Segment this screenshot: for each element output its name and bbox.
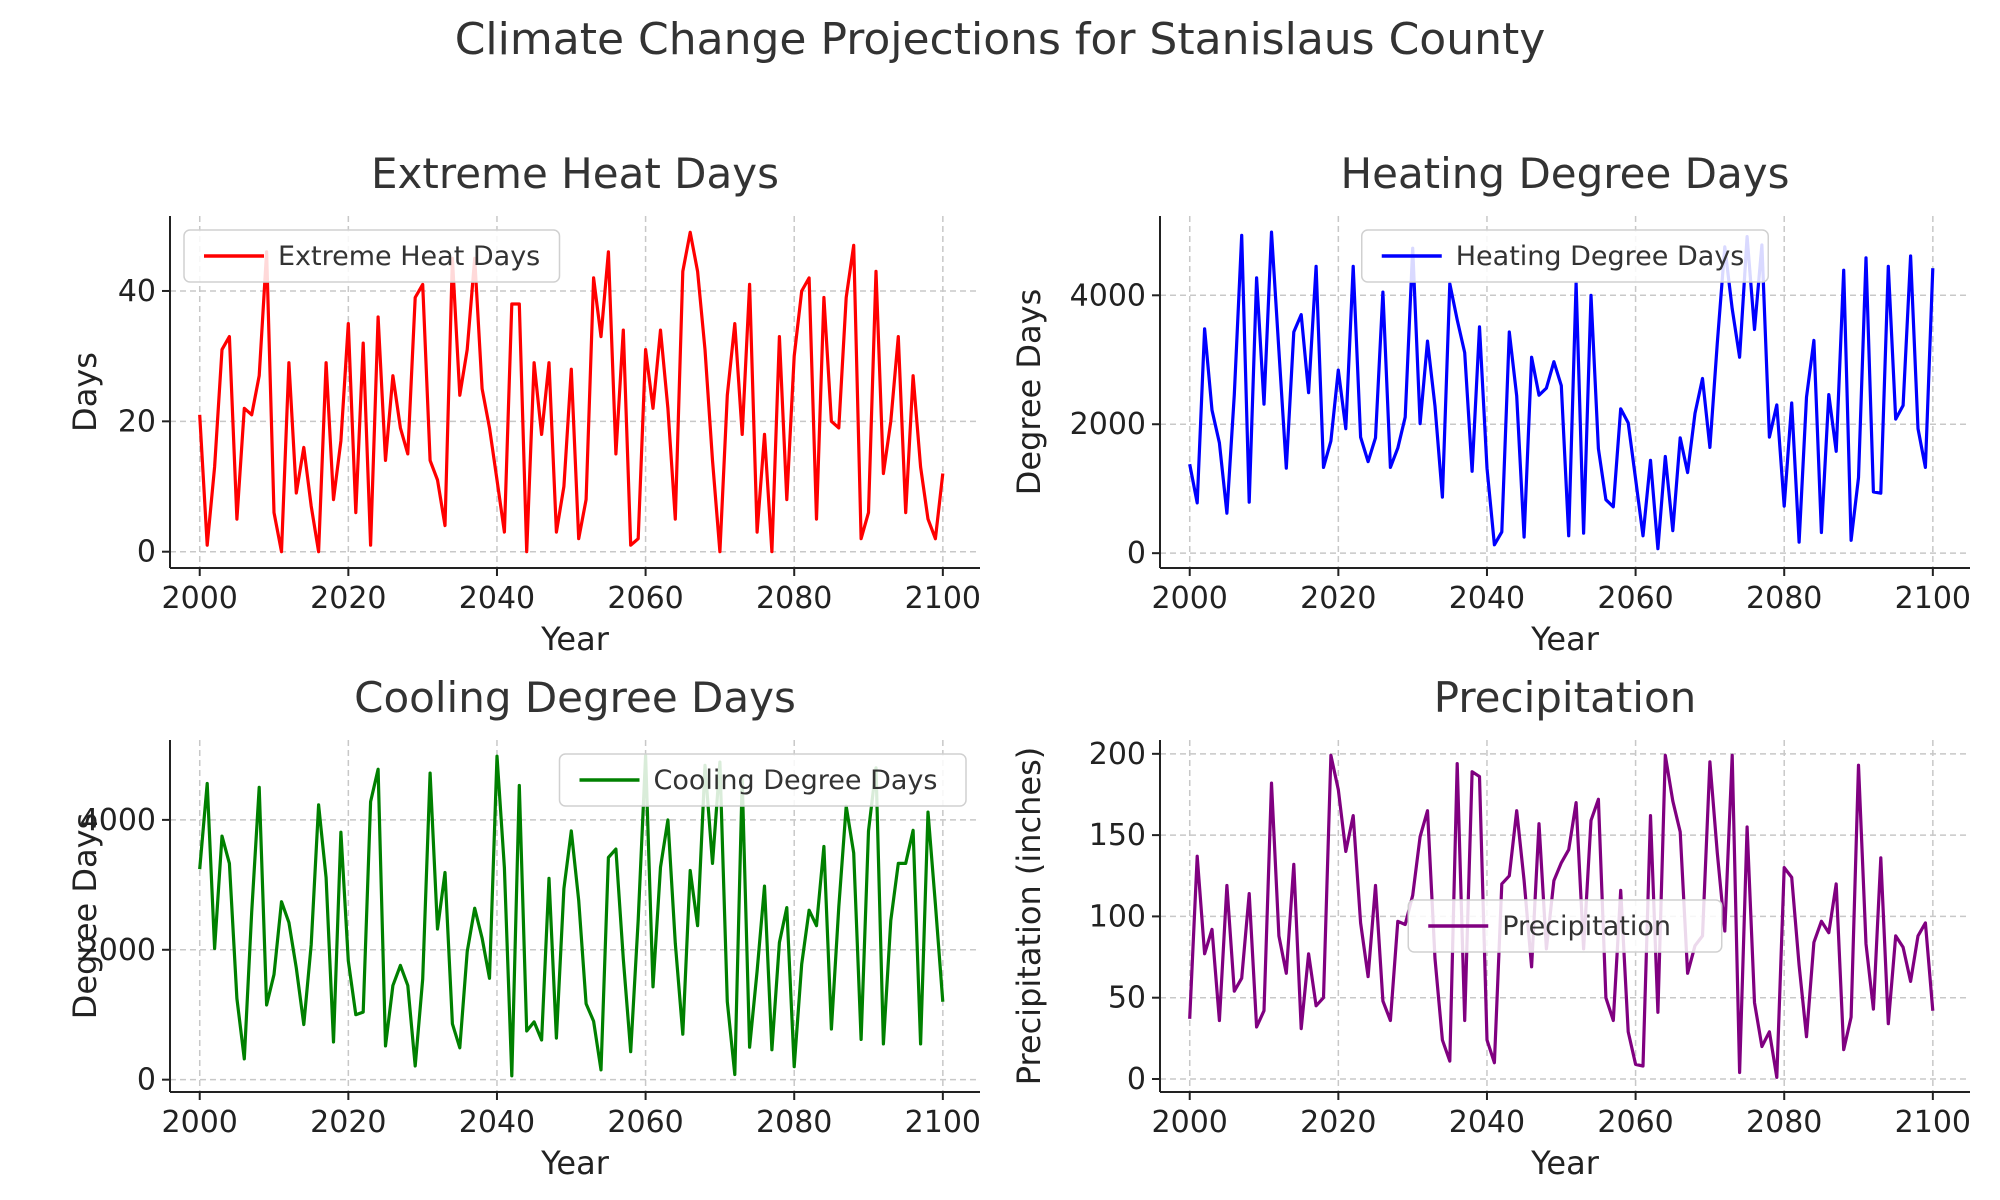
chart-3-legend-label: Cooling Degree Days <box>654 765 938 796</box>
chart-1-y-tick-label: 0 <box>137 535 156 570</box>
chart-2-x-label: Year <box>1530 620 1600 658</box>
chart-4-x-label: Year <box>1530 1144 1600 1182</box>
chart-2-x-tick-label: 2040 <box>1449 581 1525 616</box>
chart-1-y-tick-label: 20 <box>118 404 156 439</box>
chart-2-y-tick-label: 2000 <box>1070 407 1146 442</box>
chart-3-x-label: Year <box>540 1144 610 1182</box>
chart-2-y-tick-label: 4000 <box>1070 278 1146 313</box>
chart-2-x-tick-label: 2000 <box>1152 581 1228 616</box>
chart-4-y-tick-label: 100 <box>1089 899 1146 934</box>
chart-4-x-tick-label: 2060 <box>1597 1105 1673 1140</box>
chart-2-x-tick-label: 2080 <box>1746 581 1822 616</box>
chart-4-x-tick-label: 2080 <box>1746 1105 1822 1140</box>
chart-1-legend: Extreme Heat Days <box>183 229 561 283</box>
chart-3-x-tick-label: 2060 <box>607 1105 683 1140</box>
chart-1-x-tick-label: 2040 <box>459 581 535 616</box>
chart-1-y-label: Days <box>66 352 104 432</box>
chart-3-x-tick-label: 2040 <box>459 1105 535 1140</box>
chart-2-y-label: Degree Days <box>1010 289 1048 496</box>
chart-4-y-tick-label: 200 <box>1089 737 1146 772</box>
chart-4-y-tick-label: 150 <box>1089 818 1146 853</box>
chart-4: 2000 2020 2040 2060 2080 2100 0 50 100 150 200 Prec… <box>1010 673 1971 1182</box>
chart-4-legend: Precipitation <box>1407 899 1723 953</box>
chart-1-x-tick-label: 2020 <box>310 581 386 616</box>
chart-4-x-tick-label: 2000 <box>1152 1105 1228 1140</box>
chart-3-x-tick-label: 2100 <box>905 1105 981 1140</box>
figure-title: Climate Change Projections for Stanislau… <box>454 14 1546 65</box>
chart-1-x-tick-label: 2080 <box>756 581 832 616</box>
chart-2-legend: Heating Degree Days <box>1361 229 1769 283</box>
chart-1-legend-box <box>183 229 561 283</box>
chart-1-y-tick-label: 40 <box>118 274 156 309</box>
chart-3-series-line <box>198 753 945 1078</box>
chart-1-series-line <box>198 230 945 554</box>
chart-3-x-tick-label: 2000 <box>162 1105 238 1140</box>
chart-2-x-tick-label: 2100 <box>1895 581 1971 616</box>
chart-3-legend-box <box>558 753 967 807</box>
chart-4-y-tick-label: 0 <box>1127 1062 1146 1097</box>
chart-1-x-label: Year <box>540 620 610 658</box>
chart-4-x-tick-label: 2100 <box>1895 1105 1971 1140</box>
chart-3-y-label: Degree Days <box>66 813 104 1020</box>
chart-4-legend-label: Precipitation <box>1502 911 1671 942</box>
chart-4-series-line <box>1188 753 1935 1080</box>
chart-2-series-line <box>1188 230 1935 551</box>
chart-4-y-label: Precipitation (inches) <box>1010 747 1048 1086</box>
chart-1-x-tick-label: 2000 <box>162 581 238 616</box>
chart-4-legend-box <box>1407 899 1723 953</box>
chart-3-y-tick-label: 0 <box>137 1063 156 1098</box>
chart-3-x-tick-label: 2020 <box>310 1105 386 1140</box>
chart-2: 2000 2020 2040 2060 2080 2100020004000Heating… <box>1010 149 1971 658</box>
chart-2-x-tick-label: 2060 <box>1597 581 1673 616</box>
chart-2-legend-label: Heating Degree Days <box>1456 241 1745 272</box>
chart-2-legend-box <box>1361 229 1769 283</box>
chart-1-x-tick-label: 2100 <box>905 581 981 616</box>
chart-2-y-tick-label: 0 <box>1127 536 1146 571</box>
chart-4-y-tick-label: 50 <box>1108 981 1146 1016</box>
chart-3-title: Cooling Degree Days <box>354 673 796 722</box>
chart-2-x-tick-label: 2020 <box>1300 581 1376 616</box>
chart-1-legend-label: Extreme Heat Days <box>278 241 540 272</box>
chart-1-title: Extreme Heat Days <box>371 149 779 198</box>
chart-4-title: Precipitation <box>1434 673 1697 722</box>
chart-1-x-tick-label: 2060 <box>607 581 683 616</box>
chart-2-title: Heating Degree Days <box>1341 149 1790 198</box>
chart-3-y-tick-label: 4000 <box>80 803 156 838</box>
chart-4-x-tick-label: 2040 <box>1449 1105 1525 1140</box>
chart-3-x-tick-label: 2080 <box>756 1105 832 1140</box>
chart-4-x-tick-label: 2020 <box>1300 1105 1376 1140</box>
chart-3: 2000 2020 2040 2060 2080 2100020004000Cooling… <box>66 673 981 1182</box>
chart-3-y-tick-label: 2000 <box>80 933 156 968</box>
chart-3-legend: Cooling Degree Days <box>558 753 967 807</box>
